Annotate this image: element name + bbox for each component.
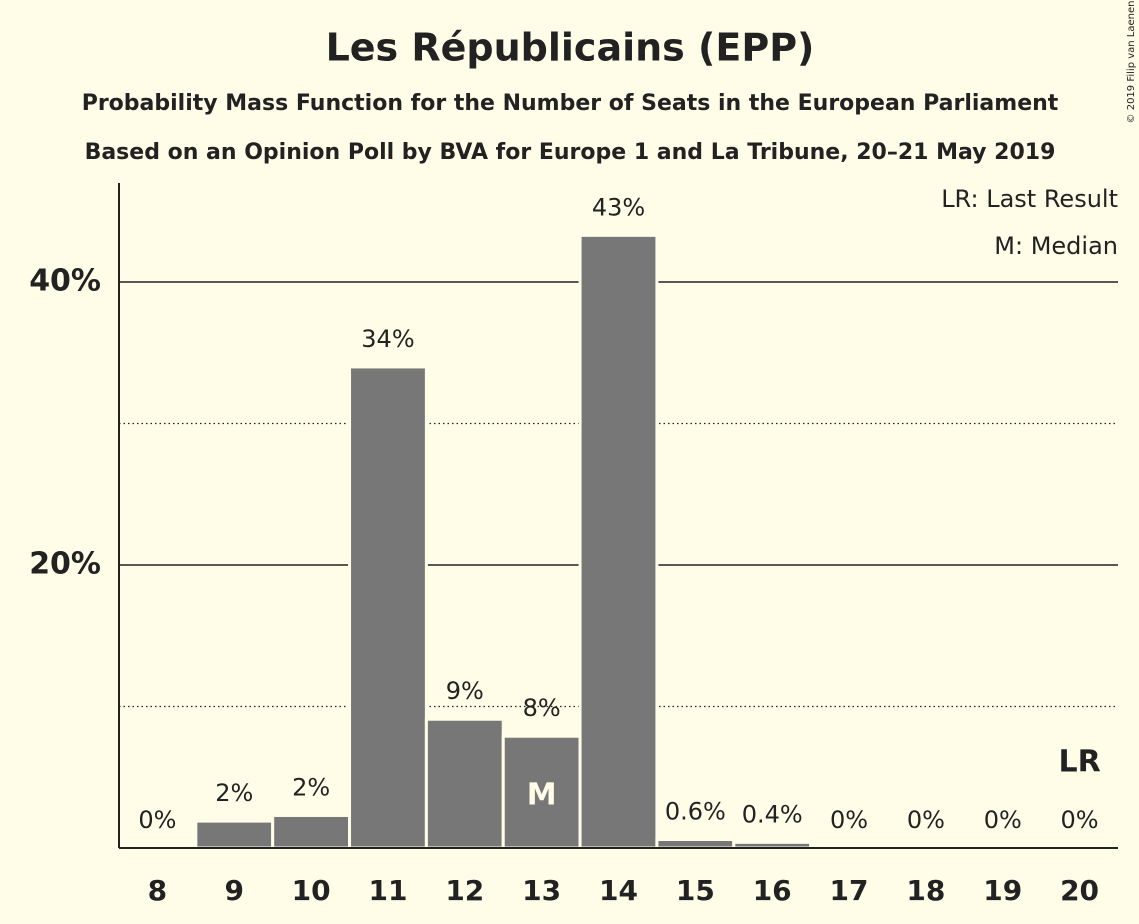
legend-entry: LR: Last Result — [941, 185, 1118, 213]
last-result-marker: LR — [1058, 745, 1100, 780]
value-label: 43% — [592, 193, 645, 221]
value-label: 0% — [138, 806, 176, 834]
x-tick-label: 18 — [906, 874, 945, 907]
value-label: 0% — [907, 806, 945, 834]
value-label: 34% — [361, 325, 414, 353]
bar — [348, 365, 428, 850]
bar — [424, 717, 505, 850]
value-label: 0.4% — [742, 800, 803, 828]
x-tick-label: 14 — [599, 874, 638, 907]
value-label: 9% — [446, 677, 484, 705]
chart-subtitle: Probability Mass Function for the Number… — [82, 91, 1059, 116]
bar — [271, 813, 352, 850]
x-tick-label: 9 — [225, 874, 244, 907]
value-label: 2% — [215, 779, 253, 807]
x-tick-label: 13 — [522, 874, 561, 907]
value-label: 0% — [1061, 806, 1099, 834]
bar — [194, 819, 275, 850]
copyright: © 2019 Filip van Laenen — [1126, 1, 1137, 124]
chart-subtitle: Based on an Opinion Poll by BVA for Euro… — [85, 140, 1056, 165]
y-tick-label: 40% — [29, 264, 101, 299]
value-label: 2% — [292, 773, 330, 801]
value-label: 0.6% — [665, 798, 726, 826]
x-tick-label: 10 — [292, 874, 331, 907]
x-tick-label: 15 — [676, 874, 715, 907]
chart-title: Les Républicains (EPP) — [326, 26, 815, 70]
x-tick-label: 11 — [368, 874, 407, 907]
bar — [578, 233, 659, 850]
value-label: 8% — [523, 694, 561, 722]
x-tick-label: 8 — [148, 874, 167, 907]
bar — [655, 838, 736, 850]
median-marker: M — [527, 778, 557, 813]
value-label: 0% — [984, 806, 1022, 834]
x-tick-label: 19 — [983, 874, 1022, 907]
x-tick-label: 16 — [753, 874, 792, 907]
x-tick-label: 17 — [830, 874, 869, 907]
value-label: 0% — [830, 806, 868, 834]
legend-entry: M: Median — [994, 232, 1118, 260]
x-tick-label: 12 — [445, 874, 484, 907]
y-tick-label: 20% — [29, 547, 101, 582]
x-tick-label: 20 — [1060, 874, 1099, 907]
